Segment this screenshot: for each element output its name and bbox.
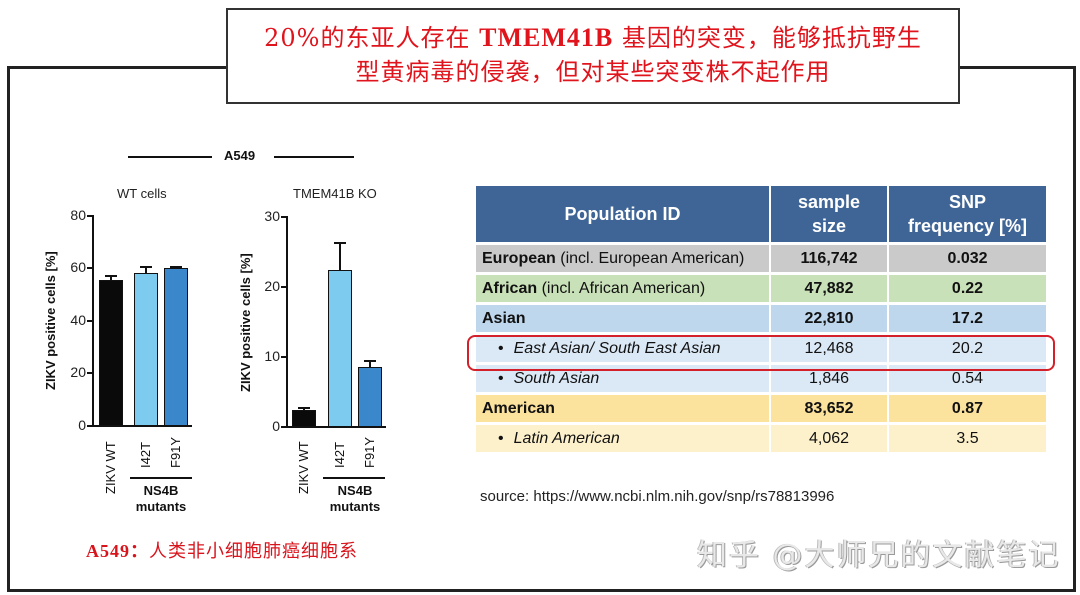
title-line-2: 型黄病毒的侵袭，但对某些突变株不起作用 (355, 58, 831, 86)
x-label: I42T (332, 441, 347, 468)
y-axis-label: ZIKV positive cells [%] (238, 253, 253, 392)
cell-line-header: A549 (128, 147, 354, 167)
bullet-icon: • (498, 369, 504, 387)
error-cap (334, 242, 346, 244)
title-box: 20%的东亚人存在 TMEM41B 基因的突变，能够抵抗野生 型黄病毒的侵袭，但… (226, 8, 960, 104)
x-label: F91Y (362, 436, 377, 468)
tick (87, 215, 93, 217)
tick (87, 372, 93, 374)
error-cap (105, 275, 117, 277)
tick-label: 0 (272, 418, 280, 434)
tick (87, 267, 93, 269)
error-bar (369, 361, 371, 369)
error-cap (298, 407, 310, 409)
bullet-icon: • (498, 339, 504, 357)
error-cap (140, 266, 152, 268)
table-row-american: American 83,652 0.87 (476, 395, 1046, 422)
tick (87, 320, 93, 322)
y-axis (92, 215, 94, 427)
group-bracket (323, 477, 385, 479)
header-rule-left (128, 156, 212, 158)
table-header-row: Population ID sample size SNP frequency [%… (476, 186, 1046, 242)
x-label: I42T (138, 441, 153, 468)
x-axis (92, 425, 192, 427)
bar-i42t (134, 273, 158, 426)
population-cell: Asian (476, 305, 769, 332)
snp-frequency-cell: 17.2 (889, 305, 1046, 332)
header-rule-right (274, 156, 354, 158)
bullet-icon: • (498, 429, 504, 447)
group-label: NS4B mutants (329, 483, 381, 514)
x-label: F91Y (168, 436, 183, 468)
snp-frequency-cell: 0.032 (889, 245, 1046, 272)
sample-size-cell: 4,062 (771, 425, 887, 452)
group-label: NS4B mutants (135, 483, 187, 514)
header-sample-size: sample size (771, 186, 887, 242)
source-citation: source: https://www.ncbi.nlm.nih.gov/snp… (480, 488, 835, 505)
tick-label: 60 (70, 259, 86, 275)
bar-f91y (358, 367, 382, 427)
tick (281, 286, 287, 288)
bar-f91y (164, 268, 188, 426)
sample-size-cell: 47,882 (771, 275, 887, 302)
tick-label: 0 (78, 417, 86, 433)
group-bracket (130, 477, 192, 479)
title-line-1: 20%的东亚人存在 TMEM41B 基因的突变，能够抵抗野生 (264, 23, 922, 52)
tick-label: 40 (70, 312, 86, 328)
population-cell: African (incl. African American) (476, 275, 769, 302)
header-population-id: Population ID (476, 186, 769, 242)
snp-frequency-cell: 0.87 (889, 395, 1046, 422)
table-row-latin-american: • Latin American 4,062 3.5 (476, 425, 1046, 452)
table-row-european: European (incl. European American) 116,7… (476, 245, 1046, 272)
tick-label: 10 (264, 348, 280, 364)
x-label: ZIKV WT (296, 441, 311, 494)
table-row-african: African (incl. African American) 47,882 … (476, 275, 1046, 302)
error-cap (170, 266, 182, 268)
snp-frequency-table: Population ID sample size SNP frequency [%… (474, 183, 1048, 455)
tick (281, 216, 287, 218)
tick (281, 356, 287, 358)
tick-label: 20 (264, 278, 280, 294)
tick-label: 20 (70, 364, 86, 380)
population-cell: • Latin American (476, 425, 769, 452)
snp-frequency-cell: 3.5 (889, 425, 1046, 452)
sample-size-cell: 83,652 (771, 395, 887, 422)
bar-i42t (328, 270, 352, 427)
header-snp-frequency: SNP frequency [%] (889, 186, 1046, 242)
bar-zikv-wt (99, 280, 123, 426)
population-cell: • East Asian/ South East Asian (476, 335, 769, 362)
snp-frequency-cell: 20.2 (889, 335, 1046, 362)
y-axis (286, 216, 288, 428)
error-bar (339, 242, 341, 272)
gene-name: TMEM41B (479, 23, 614, 52)
cell-line-caption: A549：人类非小细胞肺癌细胞系 (86, 541, 358, 562)
bar-zikv-wt (292, 410, 316, 427)
east-asian-highlight-box (467, 335, 1055, 371)
sample-size-cell: 12,468 (771, 335, 887, 362)
tick-label: 30 (264, 208, 280, 224)
x-label: ZIKV WT (103, 441, 118, 494)
table-row-east-asian: • East Asian/ South East Asian 12,468 20.… (476, 335, 1046, 362)
population-cell: American (476, 395, 769, 422)
tick-label: 80 (70, 207, 86, 223)
chart-title: TMEM41B KO (293, 186, 377, 201)
error-cap (364, 360, 376, 362)
error-bar (145, 267, 147, 277)
watermark: 知乎 @大师兄的文献笔记 (697, 538, 1061, 573)
tick (281, 426, 287, 428)
chart-title: WT cells (117, 186, 167, 201)
table-row-asian: Asian 22,810 17.2 (476, 305, 1046, 332)
snp-frequency-cell: 0.22 (889, 275, 1046, 302)
tick (87, 425, 93, 427)
cell-line-label: A549 (224, 148, 256, 163)
x-axis (286, 426, 386, 428)
sample-size-cell: 116,742 (771, 245, 887, 272)
sample-size-cell: 22,810 (771, 305, 887, 332)
population-cell: European (incl. European American) (476, 245, 769, 272)
y-axis-label: ZIKV positive cells [%] (43, 251, 58, 390)
